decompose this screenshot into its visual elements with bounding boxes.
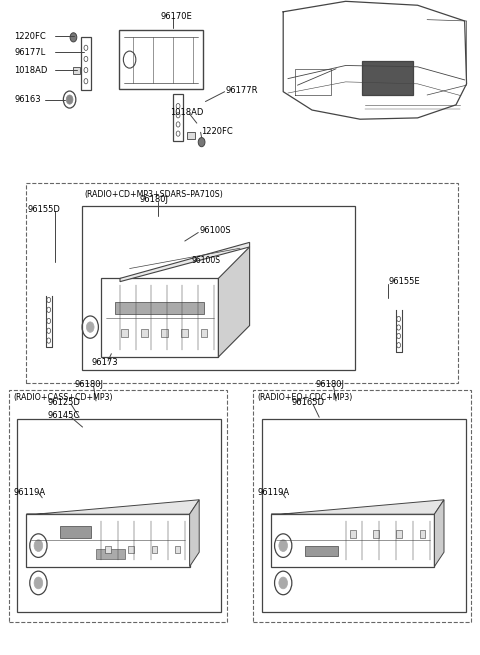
Bar	[152, 546, 157, 553]
Bar	[121, 329, 128, 337]
Text: 96125D: 96125D	[48, 398, 81, 407]
Bar	[101, 278, 218, 357]
Bar	[420, 530, 425, 538]
Circle shape	[86, 322, 94, 332]
Bar	[141, 329, 148, 337]
Circle shape	[34, 577, 43, 589]
Circle shape	[279, 540, 288, 552]
Text: 96155D: 96155D	[28, 205, 60, 214]
Bar	[362, 61, 413, 95]
Text: 96180J: 96180J	[316, 380, 345, 389]
Bar	[9, 390, 227, 622]
Text: 96100S: 96100S	[192, 255, 221, 265]
Circle shape	[34, 540, 43, 552]
Polygon shape	[26, 500, 199, 514]
Bar	[373, 530, 379, 538]
Bar	[81, 37, 91, 90]
Polygon shape	[434, 500, 444, 567]
Bar	[60, 526, 91, 538]
Text: 96180J: 96180J	[139, 195, 168, 204]
Polygon shape	[271, 500, 444, 514]
Circle shape	[279, 577, 288, 589]
Text: 96177R: 96177R	[226, 86, 258, 95]
Text: 96163: 96163	[14, 95, 41, 104]
Bar	[181, 329, 188, 337]
Bar	[128, 546, 134, 553]
Bar	[115, 302, 204, 314]
Bar	[161, 329, 168, 337]
Bar	[82, 206, 355, 370]
Bar	[175, 546, 180, 553]
Text: (RADIO+CD+MP3+SDARS–PA710S): (RADIO+CD+MP3+SDARS–PA710S)	[84, 190, 223, 199]
Bar	[17, 419, 221, 612]
Text: 96165D: 96165D	[292, 398, 325, 407]
Polygon shape	[120, 242, 250, 282]
Text: 96170E: 96170E	[161, 12, 192, 21]
Bar	[350, 530, 356, 538]
Polygon shape	[190, 500, 199, 567]
Bar	[105, 546, 111, 553]
Text: 96119A: 96119A	[13, 488, 46, 497]
Bar	[201, 329, 207, 337]
Text: 96173: 96173	[91, 358, 118, 367]
Bar	[271, 514, 434, 567]
Bar	[253, 390, 471, 622]
Text: 1018AD: 1018AD	[170, 108, 204, 117]
Text: 1220FC: 1220FC	[201, 126, 232, 136]
Bar	[396, 530, 402, 538]
Bar	[262, 419, 466, 612]
Text: (RADIO+EQ+CDC+MP3): (RADIO+EQ+CDC+MP3)	[258, 393, 353, 402]
Bar	[119, 30, 203, 89]
Text: 96155E: 96155E	[389, 277, 420, 286]
Text: (RADIO+CASS+CD+MP3): (RADIO+CASS+CD+MP3)	[13, 393, 113, 402]
Bar	[305, 546, 338, 556]
Bar	[173, 94, 183, 141]
Text: 1018AD: 1018AD	[14, 66, 48, 75]
Text: 96180J: 96180J	[74, 380, 103, 389]
Circle shape	[198, 138, 205, 147]
Bar	[26, 514, 190, 567]
Bar	[187, 132, 195, 139]
Text: 96119A: 96119A	[258, 488, 290, 497]
Circle shape	[66, 95, 73, 104]
Text: 96177L: 96177L	[14, 48, 46, 57]
Bar	[73, 67, 80, 74]
Text: 1220FC: 1220FC	[14, 31, 46, 41]
Circle shape	[70, 33, 77, 42]
Bar	[26, 183, 458, 383]
Text: 96145C: 96145C	[48, 411, 80, 421]
Bar	[96, 549, 125, 559]
Text: 96100S: 96100S	[199, 226, 231, 235]
Polygon shape	[218, 247, 250, 357]
